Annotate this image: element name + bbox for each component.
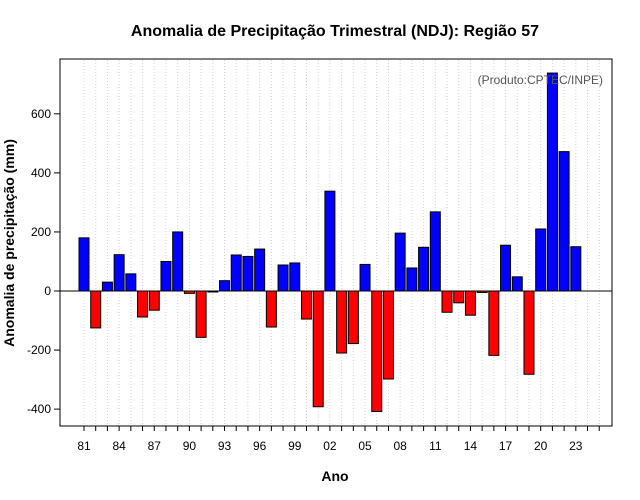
chart-title: Anomalia de Precipitação Trimestral (NDJ… (131, 23, 539, 40)
bar-2005 (359, 263, 371, 292)
x-tick-label: 02 (323, 439, 337, 453)
bar-2002 (324, 190, 336, 292)
bar-1988 (160, 260, 172, 292)
x-tick-label: 81 (77, 439, 91, 453)
bar-2012 (441, 290, 453, 313)
bar-1991 (195, 290, 207, 338)
y-axis: -400 -200 0 200 400 600 (27, 107, 60, 416)
y-axis-label: Anomalia de precipitação (mm) (1, 139, 17, 347)
x-tick-label: 17 (499, 439, 513, 453)
bar-1987 (148, 290, 160, 311)
bar-2013 (453, 290, 465, 304)
bar-1984 (113, 254, 125, 292)
bar-2016 (488, 290, 500, 356)
bar-2009 (406, 267, 418, 292)
plot-frame (59, 58, 613, 427)
y-tick-label: 200 (31, 225, 51, 239)
bar-2011 (429, 211, 441, 292)
y-tick-label: -200 (27, 343, 51, 357)
bar-2010 (418, 246, 430, 292)
bar-2020 (535, 228, 547, 292)
bar-2018 (511, 276, 523, 292)
y-tick-label: 0 (44, 284, 51, 298)
bar-1981 (78, 237, 90, 292)
x-tick-label: 90 (183, 439, 197, 453)
x-tick-label: 87 (148, 439, 162, 453)
bar-1982 (90, 290, 102, 329)
bar-1998 (277, 264, 289, 292)
bar-1996 (254, 248, 266, 292)
bar-1985 (125, 273, 137, 292)
x-tick-label: 20 (534, 439, 548, 453)
x-tick-label: 96 (253, 439, 267, 453)
x-tick-label: 14 (464, 439, 478, 453)
bar-1983 (101, 281, 113, 292)
x-tick-label: 05 (358, 439, 372, 453)
y-tick-label: -400 (27, 402, 51, 416)
bar-2004 (347, 290, 359, 345)
bar-2019 (523, 290, 535, 375)
bar-2007 (382, 290, 394, 380)
x-tick-label: 84 (112, 439, 126, 453)
bar-1995 (242, 255, 254, 292)
bar-2021 (546, 72, 558, 292)
x-tick-label: 23 (569, 439, 583, 453)
x-tick-label: 99 (288, 439, 302, 453)
y-tick-label: 600 (31, 107, 51, 121)
bar-1989 (172, 231, 184, 292)
bar-2001 (312, 290, 324, 408)
bar-2006 (371, 290, 383, 412)
bar-2023 (570, 246, 582, 292)
x-axis: 81 84 87 90 93 96 99 02 05 08 11 14 17 20 23 (77, 426, 600, 453)
x-tick-label: 08 (393, 439, 407, 453)
grid-lines (83, 60, 600, 425)
bar-1993 (219, 280, 231, 292)
x-axis-label: Ano (321, 468, 348, 484)
x-tick-label: 93 (218, 439, 232, 453)
bar-2000 (300, 290, 312, 320)
bar-2014 (464, 290, 476, 316)
bar-2003 (336, 290, 348, 354)
bar-1994 (230, 254, 242, 292)
y-tick-label: 400 (31, 166, 51, 180)
bar-1997 (265, 290, 277, 328)
x-tick-label: 11 (429, 439, 442, 453)
bar-2022 (558, 151, 570, 292)
bar-2017 (500, 244, 512, 292)
bar-1999 (289, 262, 301, 292)
bar-1986 (137, 290, 149, 318)
credit-text: (Produto:CPTEC/INPE) (478, 73, 603, 87)
bar-2008 (394, 232, 406, 292)
